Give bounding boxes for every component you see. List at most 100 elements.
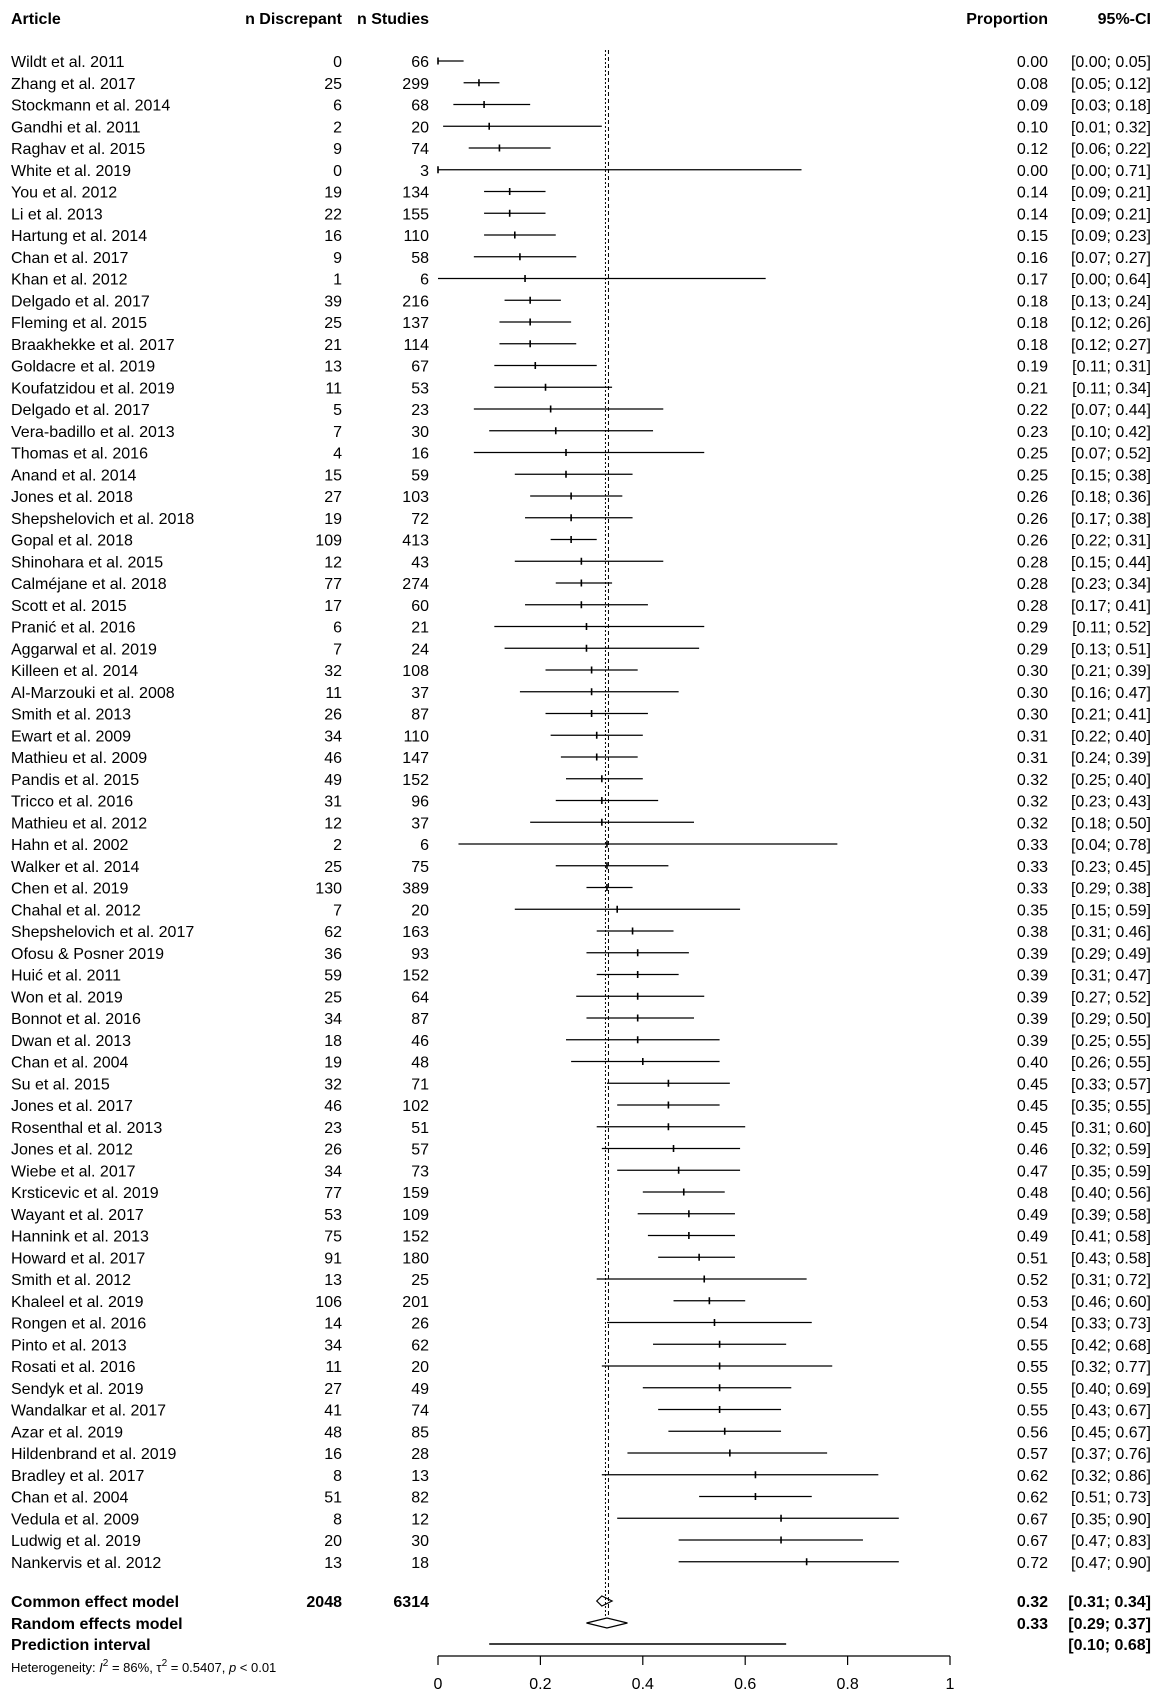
n-studies-value: 159 [402,1185,429,1202]
n-studies-value: 147 [402,750,429,767]
n-studies-value: 108 [402,663,429,680]
ci-value: [0.35; 0.55] [1071,1098,1151,1115]
proportion-value: 0.31 [1017,750,1048,767]
study-row: Killeen et al. 2014 32 108 0.30 [0.21; 0.39] [11,663,1151,680]
study-row: Stockmann et al. 2014 6 68 0.09 [0.03; 0.18] [11,98,1151,115]
ci-value: [0.46; 0.60] [1071,1294,1151,1311]
proportion-value: 0.62 [1017,1468,1048,1485]
n-studies-value: 75 [411,859,429,876]
header-proportion: Proportion [966,11,1048,28]
ci-value: [0.12; 0.27] [1071,337,1151,354]
proportion-value: 0.00 [1017,54,1048,71]
proportion-value: 0.12 [1017,141,1048,158]
n-discrepant-value: 51 [324,1490,342,1507]
n-studies-value: 24 [411,641,429,658]
n-discrepant-value: 21 [324,337,342,354]
n-studies-value: 74 [411,1403,429,1420]
ci-value: [0.17; 0.41] [1071,598,1151,615]
study-row: Ludwig et al. 2019 20 30 0.67 [0.47; 0.83] [11,1533,1151,1550]
study-row: Jones et al. 2017 46 102 0.45 [0.35; 0.55] [11,1098,1151,1115]
study-row: Raghav et al. 2015 9 74 0.12 [0.06; 0.22] [11,141,1151,158]
study-row: Calméjane et al. 2018 77 274 0.28 [0.23; 0.3… [11,576,1151,593]
n-studies-value: 152 [402,968,429,985]
heterogeneity-text: Heterogeneity: I2 = 86%, τ2 = 0.5407, p … [11,1658,276,1675]
ci-value: [0.22; 0.40] [1071,728,1151,745]
n-studies-value: 18 [411,1555,429,1572]
n-studies-value: 20 [411,902,429,919]
proportion-value: 0.00 [1017,163,1048,180]
proportion-value: 0.09 [1017,98,1048,115]
study-row: Huić et al. 2011 59 152 0.39 [0.31; 0.47] [11,968,1151,985]
ci-value: [0.23; 0.43] [1071,794,1151,811]
study-label: Aggarwal et al. 2019 [11,641,157,658]
ci-value: [0.47; 0.83] [1071,1533,1151,1550]
n-discrepant-value: 25 [324,315,342,332]
study-label: Rosenthal et al. 2013 [11,1120,162,1137]
study-label: Howard et al. 2017 [11,1250,145,1267]
study-label: Shepshelovich et al. 2017 [11,924,194,941]
ci-value: [0.32; 0.77] [1071,1359,1151,1376]
ci-value: [0.32; 0.86] [1071,1468,1151,1485]
study-row: Pinto et al. 2013 34 62 0.55 [0.42; 0.68] [11,1337,1151,1354]
study-label: Sendyk et al. 2019 [11,1381,144,1398]
ci-value: [0.07; 0.27] [1071,250,1151,267]
n-discrepant-value: 41 [324,1403,342,1420]
study-row: Chahal et al. 2012 7 20 0.35 [0.15; 0.59] [11,902,1151,919]
n-studies-value: 6 [420,272,429,289]
n-studies-value: 43 [411,554,429,571]
n-studies-value: 66 [411,54,429,71]
n-studies-value: 30 [411,424,429,441]
study-row: Li et al. 2013 22 155 0.14 [0.09; 0.21] [11,206,1151,223]
study-label: Chan et al. 2004 [11,1055,129,1072]
n-studies-value: 103 [402,489,429,506]
n-studies-value: 102 [402,1098,429,1115]
n-studies-value: 110 [403,228,429,245]
n-studies-value: 110 [403,728,429,745]
ci-value: [0.09; 0.21] [1071,185,1151,202]
n-studies-value: 48 [411,1055,429,1072]
summary-label: Prediction interval [11,1637,151,1654]
n-studies-value: 299 [402,76,429,93]
proportion-value: 0.45 [1017,1120,1048,1137]
n-studies-value: 49 [411,1381,429,1398]
header-ci: 95%-CI [1098,11,1151,28]
study-row: Shinohara et al. 2015 12 43 0.28 [0.15; 0.44… [11,554,1151,571]
n-studies-value: 64 [411,989,429,1006]
n-discrepant-value: 13 [324,1555,342,1572]
ci-value: [0.01; 0.32] [1071,119,1151,136]
study-row: Hahn et al. 2002 2 6 0.33 [0.04; 0.78] [11,837,1151,854]
n-discrepant-value: 8 [333,1468,342,1485]
x-axis-tick-label: 0.2 [529,1676,551,1693]
study-label: Pranić et al. 2016 [11,620,136,637]
n-discrepant-value: 19 [324,185,342,202]
n-studies-value: 51 [411,1120,429,1137]
n-studies-value: 62 [411,1337,429,1354]
n-studies-value: 3 [420,163,429,180]
proportion-value: 0.32 [1017,794,1048,811]
study-row: Rosati et al. 2016 11 20 0.55 [0.32; 0.77] [11,1359,1151,1376]
proportion-value: 0.17 [1017,272,1048,289]
study-row: Dwan et al. 2013 18 46 0.39 [0.25; 0.55] [11,1033,1151,1050]
proportion-value: 0.62 [1017,1490,1048,1507]
study-row: Thomas et al. 2016 4 16 0.25 [0.07; 0.52] [11,446,1151,463]
proportion-value: 0.46 [1017,1142,1048,1159]
study-label: Chan et al. 2017 [11,250,129,267]
n-discrepant-value: 7 [333,641,342,658]
study-row: Delgado et al. 2017 5 23 0.22 [0.07; 0.44] [11,402,1151,419]
study-label: You et al. 2012 [11,185,117,202]
ci-value: [0.11; 0.34] [1072,380,1151,397]
ci-value: [0.35; 0.90] [1071,1511,1151,1528]
ci-value: [0.15; 0.44] [1071,554,1151,571]
ci-value: [0.13; 0.24] [1071,293,1151,310]
study-row: Braakhekke et al. 2017 21 114 0.18 [0.12; 0.… [11,337,1151,354]
study-label: Fleming et al. 2015 [11,315,147,332]
proportion-value: 0.32 [1017,815,1048,832]
n-discrepant-value: 13 [324,1272,342,1289]
study-label: Goldacre et al. 2019 [11,359,155,376]
study-label: Mathieu et al. 2009 [11,750,147,767]
n-discrepant-value: 14 [324,1316,342,1333]
summary-n-studies: 6314 [393,1594,429,1611]
n-studies-value: 216 [402,293,429,310]
ci-value: [0.11; 0.52] [1072,620,1151,637]
study-row: Zhang et al. 2017 25 299 0.08 [0.05; 0.12] [11,76,1151,93]
